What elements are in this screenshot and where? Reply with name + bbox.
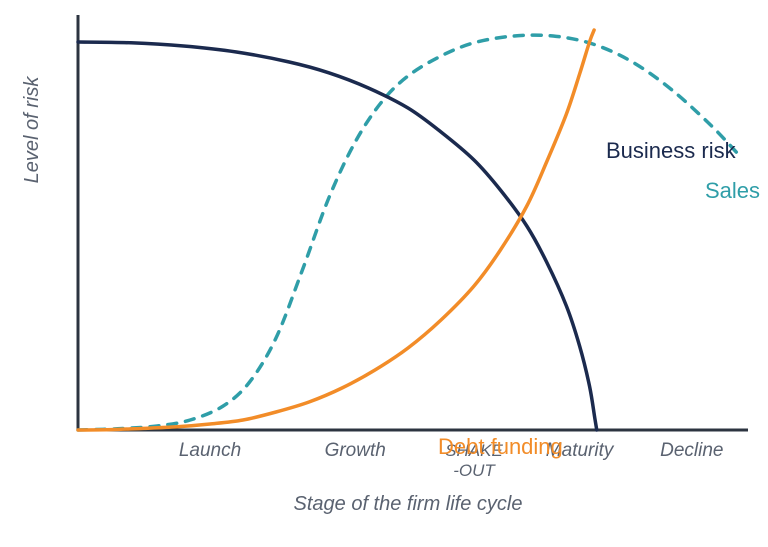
x-tick-decline: Decline — [660, 440, 723, 461]
x-tick-shakeout-line2: -OUT — [453, 461, 496, 480]
firm-lifecycle-chart: Level of risk Stage of the firm life cyc… — [0, 0, 768, 547]
x-tick-growth: Growth — [325, 440, 386, 461]
business-risk-label: Business risk — [606, 138, 737, 163]
debt-funding-label: Debt funding — [438, 434, 563, 459]
sales-curve — [78, 35, 738, 430]
x-tick-launch: Launch — [179, 440, 241, 461]
chart-svg: Level of risk Stage of the firm life cyc… — [0, 0, 768, 547]
y-axis-label: Level of risk — [21, 76, 43, 184]
x-axis-label: Stage of the firm life cycle — [294, 493, 523, 515]
sales-label: Sales — [705, 178, 760, 203]
debt-funding-curve — [78, 30, 594, 430]
business-risk-curve — [78, 42, 597, 430]
